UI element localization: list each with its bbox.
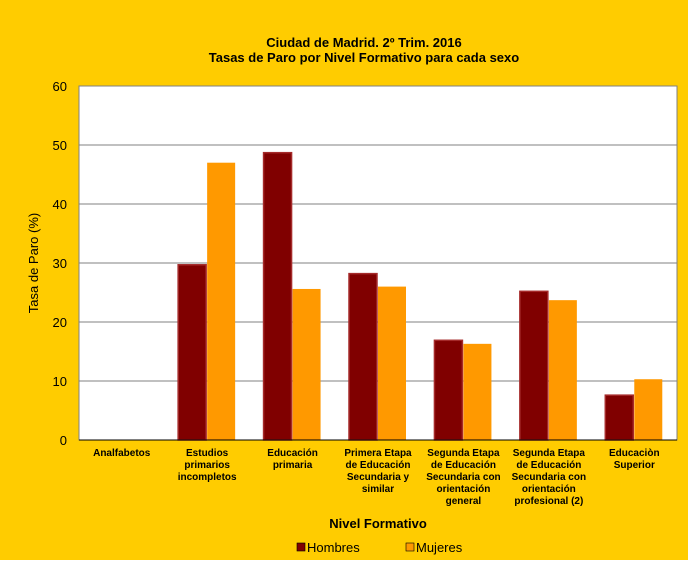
x-tick-label: Estudios primarios incompletos [178, 448, 237, 483]
x-tick-label: Educación primaria [267, 448, 318, 471]
bar-mujeres [378, 286, 406, 440]
y-tick-label: 30 [53, 256, 67, 271]
x-tick-label: Primera Etapa de Educación Secundaria y sim… [344, 448, 412, 495]
bar-hombres [262, 151, 293, 441]
x-axis-label: Nivel Formativo [329, 516, 427, 531]
bar-hombres [177, 264, 207, 441]
chart-title-line: Tasas de Paro por Nivel Formativo para c… [209, 50, 519, 65]
x-tick-label: Segunda Etapa de Educación Secundaria con o… [512, 448, 586, 507]
bar-mujeres [634, 379, 663, 440]
y-tick-label: 10 [53, 374, 67, 389]
y-tick-label: 0 [60, 433, 67, 448]
bar-hombres [519, 290, 549, 441]
y-tick-label: 20 [53, 315, 67, 330]
legend: Hombres Mujeres [296, 540, 463, 555]
bar-mujeres [292, 288, 321, 440]
x-tick-labels: Analfabetos Estudios primarios incompletos E… [93, 448, 659, 507]
y-tick-label: 40 [53, 197, 67, 212]
x-tick-label: Segunda Etapa de Educación Secundaria con o… [426, 448, 500, 507]
y-tick-label: 60 [53, 79, 67, 94]
y-axis-label: Tasa de Paro (%) [26, 213, 41, 313]
legend-swatch-mujeres [405, 542, 415, 552]
bar-hombres [433, 339, 464, 441]
y-tick-labels: 0 10 20 30 40 50 60 [53, 79, 67, 448]
legend-label-mujeres: Mujeres [416, 540, 463, 555]
legend-swatch-hombres [296, 542, 306, 552]
bar-hombres [604, 394, 635, 441]
y-tick-label: 50 [53, 138, 67, 153]
x-tick-label: Educaciòn Superior [609, 448, 660, 471]
bars [177, 151, 663, 441]
bar-hombres [348, 272, 378, 441]
x-tick-label: Analfabetos [93, 448, 151, 459]
chart-title-line: Ciudad de Madrid. 2º Trim. 2016 [266, 35, 461, 50]
legend-label-hombres: Hombres [307, 540, 360, 555]
bar-mujeres [207, 162, 236, 440]
bar-mujeres [548, 300, 577, 440]
bar-mujeres [463, 343, 492, 440]
